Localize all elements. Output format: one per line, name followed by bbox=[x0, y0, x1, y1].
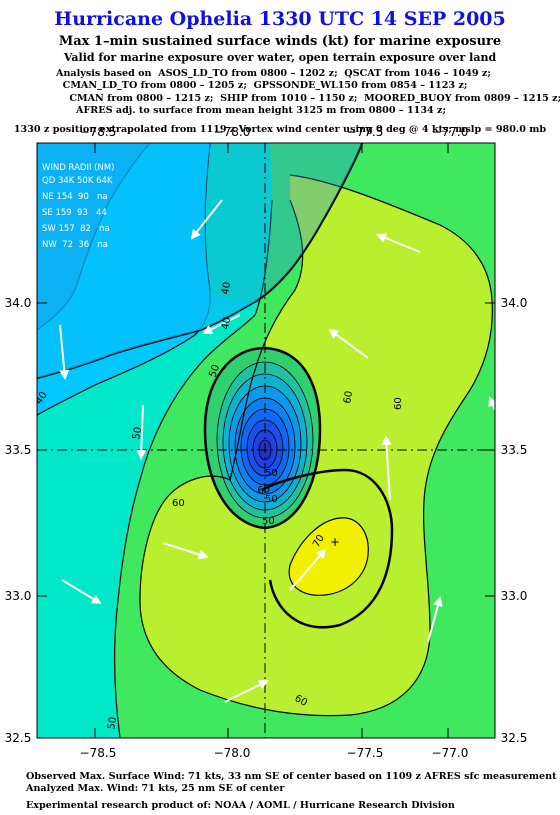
land bbox=[37, 143, 258, 378]
contour-label: 50 bbox=[207, 363, 222, 379]
lon-tick-label: −78.0 bbox=[214, 746, 251, 760]
lon-tick-label: −77.5 bbox=[347, 125, 384, 139]
analysis-line: CMAN from 0800 – 1215 z; SHIP from 1010 … bbox=[56, 92, 560, 104]
analysis-line: CMAN_LD_TO from 0800 – 1205 z; GPSSONDE_… bbox=[56, 80, 468, 92]
position-note: 1330 z position extrapolated from 1119 z… bbox=[13, 124, 547, 135]
contour-label: 50 bbox=[106, 716, 119, 730]
wind-arrow bbox=[488, 396, 495, 411]
wind-radii-row: NW 72 36 na bbox=[42, 240, 108, 250]
contour-line bbox=[114, 199, 273, 738]
wind-arrow bbox=[202, 314, 241, 334]
analysis-line: Analysis based on ASOS_LD_TO from 0800 –… bbox=[56, 68, 491, 79]
wind-arrow bbox=[381, 435, 392, 501]
observed-max-wind: Observed Max. Surface Wind: 71 kts, 33 n… bbox=[26, 771, 557, 782]
wind-arrow bbox=[61, 579, 102, 605]
wind-radii-row: SW 157 82 na bbox=[42, 224, 110, 234]
lon-tick-label: −78.5 bbox=[80, 125, 117, 139]
plot-frame bbox=[36, 142, 496, 739]
subtitle: Max 1–min sustained surface winds (kt) f… bbox=[58, 34, 502, 49]
lon-tick-label: −77.5 bbox=[347, 746, 384, 760]
lat-tick-label: 32.5 bbox=[5, 731, 32, 745]
contour-label: 50 bbox=[265, 468, 278, 479]
wind-radii-header: QD 34K 50K 64K bbox=[42, 176, 113, 186]
wind-arrow bbox=[376, 233, 421, 253]
wind-arrow bbox=[328, 328, 369, 359]
contour-label: 40 bbox=[220, 281, 233, 295]
contour-label: 60 bbox=[393, 397, 404, 410]
wind-arrow bbox=[427, 596, 443, 643]
coastline bbox=[37, 143, 364, 380]
lon-tick-label: −77.0 bbox=[432, 746, 469, 760]
wind-arrow bbox=[190, 199, 223, 240]
contour-label: 60 bbox=[172, 498, 185, 509]
lon-tick-label: −78.5 bbox=[80, 746, 117, 760]
tick-marks bbox=[37, 143, 495, 739]
wind-arrow bbox=[224, 680, 269, 703]
max-wind-marker: + bbox=[330, 535, 340, 549]
contour-label: 60 bbox=[342, 390, 355, 404]
wind-radii-row: SE 159 93 44 bbox=[42, 208, 107, 218]
contour-line bbox=[261, 468, 394, 629]
analysis-line: AFRES adj. to surface from mean height 3… bbox=[56, 105, 447, 117]
subtitle-exposure: Valid for marine exposure over water, op… bbox=[63, 51, 497, 64]
lon-tick-label: −78.0 bbox=[214, 125, 251, 139]
contour-label: 50 bbox=[262, 516, 275, 527]
wind-radii-table: WIND RADII (NM) QD 34K 50K 64K NE 154 90… bbox=[42, 163, 114, 250]
field-70-plus bbox=[289, 517, 369, 596]
wind-arrows bbox=[59, 199, 495, 703]
wind-arrow bbox=[289, 548, 327, 591]
lat-tick-label: 32.5 bbox=[501, 731, 528, 745]
contour-label: 60 bbox=[257, 484, 271, 497]
wind-radii-row: NE 154 90 na bbox=[42, 192, 108, 202]
axis-labels: −78.5 −78.0 −77.5 −77.0 −78.5 −78.0 −77.… bbox=[5, 125, 528, 760]
contour-line-70 bbox=[288, 517, 369, 596]
lat-tick-label: 33.5 bbox=[5, 443, 32, 457]
lat-tick-label: 34.0 bbox=[5, 296, 32, 310]
lat-tick-label: 33.5 bbox=[501, 443, 528, 457]
lat-tick-label: 34.0 bbox=[501, 296, 528, 310]
lon-tick-label: −77.0 bbox=[432, 125, 469, 139]
wind-arrow bbox=[59, 324, 70, 380]
lat-tick-label: 33.0 bbox=[5, 589, 32, 603]
wind-radii-title: WIND RADII (NM) bbox=[42, 163, 114, 173]
lat-tick-label: 33.0 bbox=[501, 589, 528, 603]
page-title: Hurricane Ophelia 1330 UTC 14 SEP 2005 bbox=[54, 8, 506, 30]
credit-line: Experimental research product of: NOAA /… bbox=[26, 800, 455, 811]
wind-arrow bbox=[162, 542, 209, 560]
contour-label: 50 bbox=[131, 426, 144, 440]
contour-line bbox=[139, 174, 493, 717]
contour-label: 50 bbox=[265, 494, 278, 505]
contour-label: 40 bbox=[220, 316, 233, 330]
wind-arrow bbox=[136, 404, 147, 460]
analysis-sources: Analysis based on ASOS_LD_TO from 0800 –… bbox=[56, 68, 560, 118]
analyzed-max-wind: Analyzed Max. Wind: 71 kts, 25 nm SE of … bbox=[26, 783, 285, 794]
